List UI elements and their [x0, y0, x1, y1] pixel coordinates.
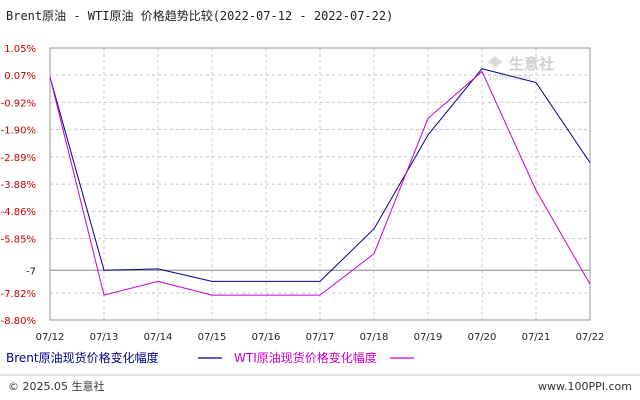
x-tick-label: 07/13	[90, 332, 119, 343]
plot-border	[49, 47, 591, 321]
x-tick-label: 07/22	[576, 332, 605, 343]
series-line-brent	[49, 68, 591, 282]
x-tick-label: 07/12	[36, 332, 65, 343]
y-tick-label: -3.88%	[1, 180, 36, 191]
x-tick-label: 07/21	[522, 332, 551, 343]
x-tick-label: 07/14	[144, 332, 173, 343]
x-tick-label: 07/19	[414, 332, 443, 343]
y-tick-label: -1.90%	[1, 125, 36, 136]
y-tick-label: 0.07%	[4, 71, 36, 82]
footer: © 2025.05 生意社 www.100PPI.com	[0, 374, 640, 400]
y-tick-label: -2.89%	[1, 153, 36, 164]
series-line-wti	[49, 70, 591, 296]
footer-site: www.100PPI.com	[538, 380, 632, 393]
footer-copyright: © 2025.05 生意社	[8, 379, 104, 393]
y-tick-label: 1.05%	[4, 44, 36, 55]
y-tick-label: -7	[26, 266, 36, 277]
watermark-subtext: 100PPI.COM	[488, 74, 531, 82]
legend-label-wti: WTI原油现货价格变化幅度	[234, 350, 377, 365]
series	[49, 68, 591, 296]
y-tick-label: -8.80%	[1, 316, 36, 327]
y-tick-label: -4.86%	[1, 207, 36, 218]
y-tick-label: -7.82%	[1, 289, 36, 300]
footer-bg	[0, 376, 640, 400]
x-axis-ticks: 07/12 07/13 07/14 07/15 07/16 07/17 07/18 07/19…	[36, 332, 605, 343]
grid	[49, 47, 591, 321]
legend-label-brent: Brent原油现货价格变化幅度	[6, 350, 159, 365]
y-axis-ticks: 1.05% 0.07% -0.92% -1.90% -2.89% -3.88% -4.86%…	[1, 44, 36, 327]
legend: Brent原油现货价格变化幅度 WTI原油现货价格变化幅度	[6, 350, 414, 365]
x-tick-label: 07/17	[306, 332, 335, 343]
x-tick-label: 07/16	[252, 332, 281, 343]
watermark: 生意社 100PPI.COM	[487, 55, 554, 82]
x-tick-label: 07/18	[360, 332, 389, 343]
y-tick-label: -5.85%	[1, 235, 36, 246]
watermark-logo-icon	[487, 55, 503, 69]
chart-title: Brent原油 - WTI原油 价格趋势比较(2022-07-12 - 2022…	[6, 8, 393, 23]
x-tick-label: 07/15	[198, 332, 227, 343]
y-tick-label: -0.92%	[1, 98, 36, 109]
x-tick-label: 07/20	[468, 332, 497, 343]
watermark-text: 生意社	[509, 55, 554, 73]
